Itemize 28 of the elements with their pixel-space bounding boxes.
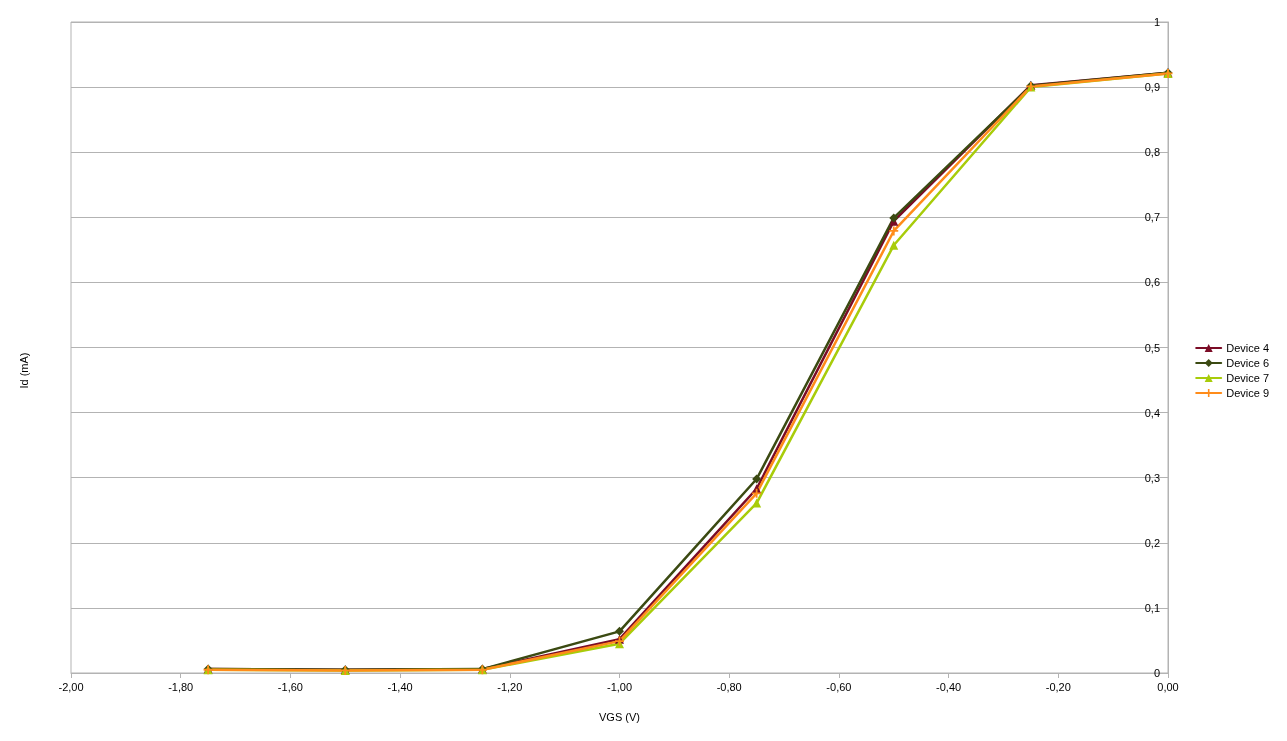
x-tick-label: -0,20 xyxy=(1045,680,1071,693)
y-tick-label: 0,4 xyxy=(1144,406,1160,419)
x-tick-label: -1,80 xyxy=(168,680,194,693)
legend-label: Device 9 xyxy=(1226,387,1269,399)
x-axis-title: VGS (V) xyxy=(599,710,640,723)
x-tick-label: -0,80 xyxy=(716,680,742,693)
x-tick-label: 0,00 xyxy=(1157,680,1179,693)
legend-label: Device 6 xyxy=(1226,357,1269,369)
y-tick-label: 0,8 xyxy=(1144,146,1160,159)
y-tick-label: 0,6 xyxy=(1144,276,1160,289)
x-tick-label: -2,00 xyxy=(58,680,84,693)
x-tick-label: -1,20 xyxy=(497,680,523,693)
x-tick-label: -0,60 xyxy=(826,680,852,693)
legend-label: Device 7 xyxy=(1226,372,1269,384)
x-tick-label: -0,40 xyxy=(936,680,962,693)
x-tick-label: -1,60 xyxy=(277,680,303,693)
x-tick-label: -1,00 xyxy=(606,680,633,693)
y-tick-label: 0,9 xyxy=(1144,81,1160,94)
x-tick-label: -1,40 xyxy=(387,680,413,693)
y-tick-label: 1 xyxy=(1153,16,1160,28)
y-tick-label: 0 xyxy=(1153,667,1160,679)
y-axis-title: Id (mA) xyxy=(17,352,30,389)
y-tick-label: 0,7 xyxy=(1144,211,1160,224)
y-tick-label: 0,2 xyxy=(1144,536,1160,549)
legend-label: Device 4 xyxy=(1226,342,1269,354)
y-tick-label: 0,3 xyxy=(1144,471,1160,484)
y-tick-label: 0,1 xyxy=(1144,601,1160,614)
y-tick-label: 0,5 xyxy=(1144,341,1160,354)
